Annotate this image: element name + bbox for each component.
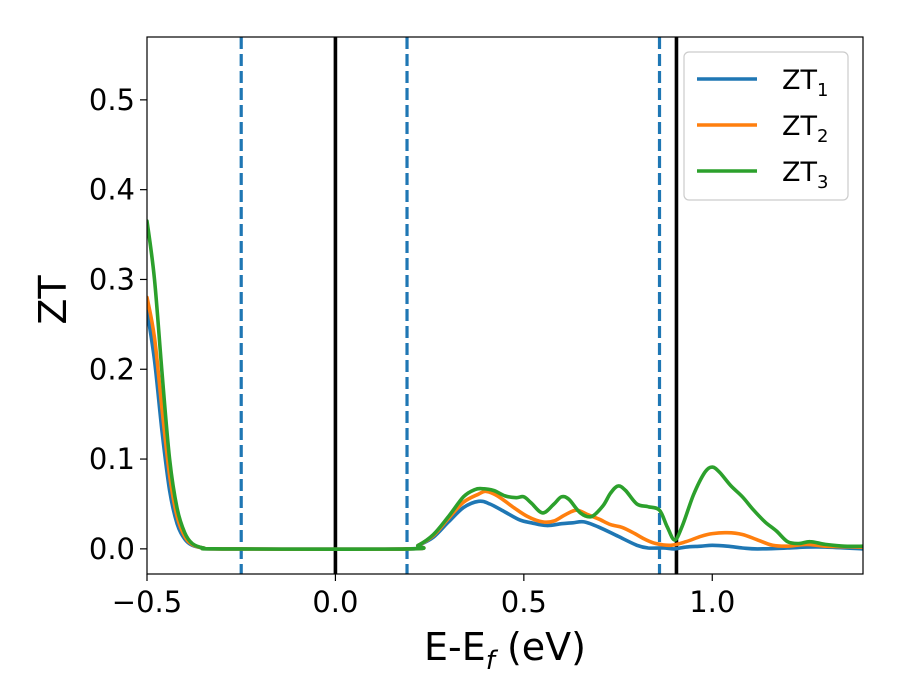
x-axis-label-main: E-E (424, 625, 486, 669)
plot-frame (146, 36, 864, 575)
x-tick-label-2: 0.5 (501, 585, 547, 619)
legend-label-sub: 3 (817, 172, 828, 193)
y-tick-label-1: 0.1 (89, 442, 135, 476)
legend-box (683, 51, 849, 201)
legend-label-zt2: ZT2 (782, 111, 828, 147)
x-tick-label-3: 1.0 (689, 585, 735, 619)
x-axis: −0.5 0.0 0.5 1.0 (112, 574, 735, 619)
series-line-zt3 (147, 219, 863, 551)
legend-label-main: ZT (782, 157, 817, 188)
x-tick-label-1: 0.0 (312, 585, 358, 619)
series-group (147, 219, 863, 551)
y-tick-label-3: 0.3 (89, 262, 135, 296)
y-tick-label-4: 0.4 (89, 173, 135, 207)
plot-area (146, 36, 864, 575)
y-tick-label-2: 0.2 (89, 352, 135, 386)
legend-label-zt3: ZT3 (782, 157, 828, 193)
legend-label-sub: 2 (817, 126, 828, 147)
y-axis-label: ZT (31, 275, 75, 325)
x-axis-label-unit: (eV) (495, 625, 586, 669)
y-tick-label-0: 0.0 (89, 532, 135, 566)
y-axis: 0.0 0.1 0.2 0.3 0.4 0.5 (89, 83, 147, 566)
reference-lines (239, 37, 679, 574)
x-tick-label-0: −0.5 (112, 585, 182, 619)
legend-label-main: ZT (782, 65, 817, 96)
legend-label-zt1: ZT1 (782, 65, 828, 101)
legend-label-main: ZT (782, 111, 817, 142)
y-tick-label-5: 0.5 (89, 83, 135, 117)
x-axis-label: E-Ef (eV) (424, 625, 586, 676)
legend-label-sub: 1 (817, 80, 828, 101)
